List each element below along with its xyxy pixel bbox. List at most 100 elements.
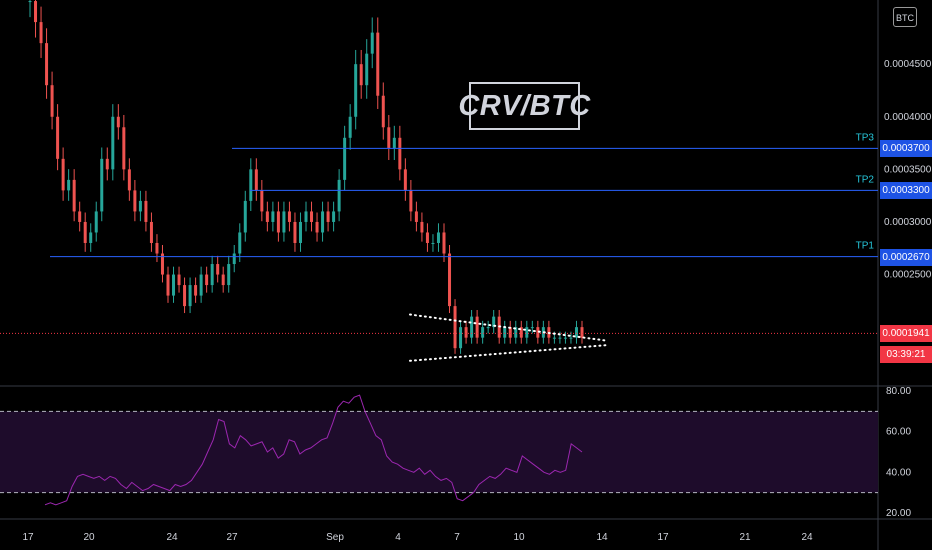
candle-body [243,200,247,233]
candle-body [116,116,120,128]
candle-body [425,232,429,243]
candle-body [508,327,512,338]
candle-body [227,264,231,286]
candle-body [481,327,485,338]
candle-body [563,337,567,339]
candle-body [326,211,330,222]
price-label-tp3: 0.0003700 [880,140,932,158]
x-tick-label: 20 [83,532,95,543]
candle-body [83,221,87,243]
price-label-tp2: 0.0003300 [880,182,932,200]
candle-body [492,316,496,328]
candle-body [138,200,142,212]
candle-body [127,169,131,191]
candle-body [436,232,440,243]
candle-body [376,32,380,96]
candle-body [381,95,385,128]
candle-body [271,211,275,222]
candle-body [558,337,562,339]
x-tick-label: 24 [166,532,178,543]
candle-body [354,64,358,117]
candle-body [45,43,49,86]
candle-body [183,285,187,307]
y-axis: 0.0004500 0.0004000 0.0003500 0.0003000 0.00… [884,59,932,519]
candle-body [105,158,109,170]
current-price-label: 0.0001941 [880,325,932,343]
candle-body [453,306,457,349]
candle-body [370,32,374,54]
candle-body [172,274,176,296]
candle-body [431,242,435,244]
x-tick-label: Sep [326,532,344,543]
candle-body [34,1,38,23]
price-label-tp1: 0.0002670 [880,248,932,266]
candle-body [420,221,424,233]
y-tick-label: 0.0004500 [884,59,932,70]
candle-body [111,116,115,170]
candle-body [448,253,452,307]
candle-body [61,158,65,191]
candle-body [122,127,126,170]
candle-body [475,316,479,338]
candle-body [254,169,258,191]
candle-body [486,327,490,329]
candle-body [337,179,341,212]
candle-body [403,169,407,191]
candle-body [365,53,369,86]
candle-body [160,253,164,275]
candle-body [530,327,534,329]
candle-body [387,127,391,149]
candle-body [293,221,297,243]
currency-badge[interactable]: BTC [893,7,917,27]
candle-body [409,190,413,212]
x-tick-label: 27 [226,532,238,543]
triangle-pattern [409,313,609,362]
candle-body [194,285,198,296]
candle-body [276,211,280,233]
x-tick-label: 14 [596,532,608,543]
chart-title: CRV/BTC [458,82,590,130]
candle-body [298,221,302,243]
x-tick-label: 17 [22,532,34,543]
candle-body [94,211,98,233]
candle-body [260,190,264,212]
candle-body [232,253,236,265]
candle-body [282,211,286,233]
candle-body [56,116,60,159]
candle-body [72,179,76,212]
candle-body [321,211,325,233]
candle-body [332,211,336,222]
triangle-upper-line [409,313,609,342]
candle-body [39,22,43,44]
candle-body [470,316,474,338]
candle-body [210,264,214,286]
candle-body [442,232,446,254]
candle-body [304,211,308,222]
candle-body [89,232,93,243]
rsi-tick-label: 80.00 [886,386,911,397]
triangle-lower-line [409,344,609,362]
candle-body [514,327,518,338]
x-tick-label: 21 [739,532,751,543]
x-tick-label: 24 [801,532,813,543]
candle-body [177,274,181,286]
candle-body [398,137,402,170]
rsi-line [44,394,583,506]
candle-body [392,137,396,149]
x-tick-label: 17 [657,532,669,543]
candle-body [552,337,556,339]
candle-body [205,274,209,286]
x-axis: 17 20 24 27 Sep 4 7 10 14 17 21 24 [22,532,813,543]
rsi-tick-label: 40.00 [886,467,911,478]
level-tag-tp2: TP2 [856,174,875,185]
candle-body [238,232,242,254]
candle-body [525,327,529,338]
candle-body [144,200,148,222]
target-levels: TP3 TP2 TP1 [0,132,878,334]
level-tag-tp3: TP3 [856,132,875,143]
x-tick-label: 10 [513,532,525,543]
candle-body [166,274,170,296]
y-tick-label: 0.0003500 [884,164,932,175]
level-tag-tp1: TP1 [856,241,875,252]
